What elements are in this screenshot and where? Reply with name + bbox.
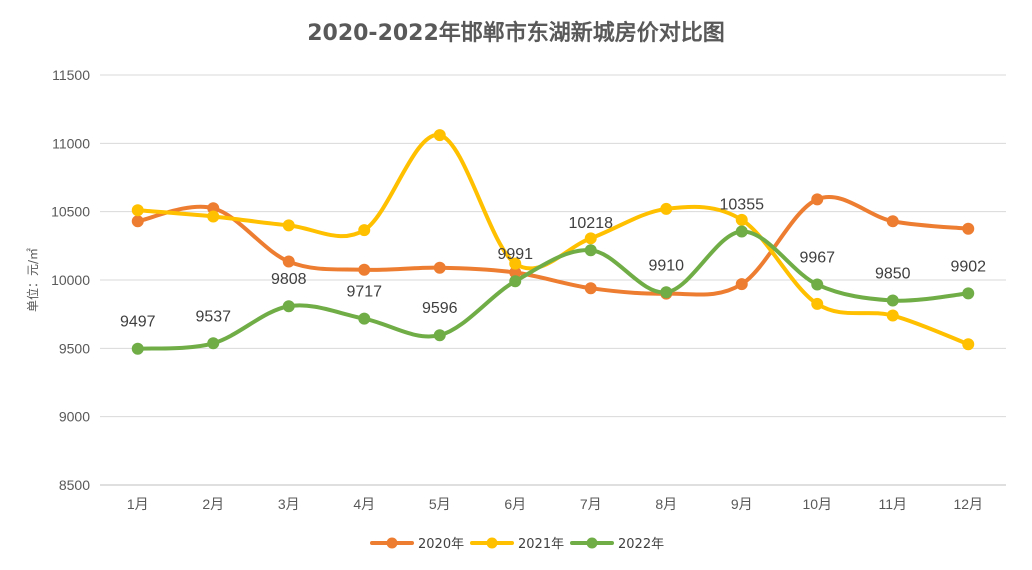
data-point[interactable]	[282, 255, 295, 268]
x-tick-label: 11月	[878, 496, 907, 512]
x-tick-label: 9月	[731, 496, 753, 512]
data-point[interactable]	[735, 225, 748, 238]
legend-label: 2021年	[518, 537, 564, 552]
y-axis-label: 单位：元/㎡	[25, 248, 40, 312]
data-point[interactable]	[433, 329, 446, 342]
data-label: 9497	[120, 314, 156, 331]
series-line	[135, 229, 971, 351]
data-point[interactable]	[886, 309, 899, 322]
gridlines	[100, 74, 1006, 486]
data-point[interactable]	[131, 342, 144, 355]
legend-label: 2020年	[418, 537, 464, 552]
y-tick-label: 10000	[51, 272, 90, 288]
data-point[interactable]	[735, 213, 748, 226]
data-label: 9808	[271, 271, 307, 288]
chart-title: 2020-2022年邯郸市东湖新城房价对比图	[307, 20, 725, 46]
data-point[interactable]	[358, 263, 371, 276]
data-point[interactable]	[282, 219, 295, 232]
data-point[interactable]	[509, 275, 522, 288]
data-point[interactable]	[886, 294, 899, 307]
data-point[interactable]	[886, 215, 899, 228]
data-point[interactable]	[282, 300, 295, 313]
data-label: 9596	[422, 300, 458, 317]
data-label: 9910	[648, 257, 684, 274]
series-line	[135, 133, 971, 347]
x-tick-label: 7月	[580, 496, 602, 512]
x-tick-label: 3月	[278, 496, 300, 512]
series-points	[131, 129, 975, 355]
y-tick-label: 11500	[52, 67, 90, 83]
legend[interactable]: 2020年 2021年 2022年	[370, 537, 664, 552]
y-tick-label: 8500	[59, 477, 90, 493]
data-point[interactable]	[811, 297, 824, 310]
series-lines	[135, 133, 971, 351]
x-tick-label: 10月	[802, 496, 832, 512]
x-tick-label: 2月	[202, 496, 224, 512]
y-tick-label: 11000	[52, 135, 90, 151]
data-label: 9717	[346, 284, 382, 301]
y-tick-label: 9500	[59, 340, 90, 356]
x-tick-label: 8月	[655, 496, 677, 512]
data-point[interactable]	[509, 257, 522, 270]
x-tick-label: 4月	[353, 496, 375, 512]
data-label: 9850	[875, 266, 911, 283]
legend-item[interactable]: 2020年	[370, 537, 464, 552]
legend-item[interactable]: 2022年	[570, 537, 664, 552]
data-point[interactable]	[131, 204, 144, 217]
x-axis-ticks: 1月 2月 3月 4月 5月 6月 7月 8月 9月 10月 11月 12月	[127, 496, 983, 512]
data-point[interactable]	[660, 202, 673, 215]
x-tick-label: 6月	[504, 496, 526, 512]
legend-item[interactable]: 2021年	[470, 537, 564, 552]
data-point[interactable]	[207, 337, 220, 350]
data-label: 9537	[195, 308, 231, 325]
data-point[interactable]	[962, 222, 975, 235]
data-point[interactable]	[735, 278, 748, 291]
y-axis-ticks: 8500 9000 9500 10000 10500 11000 11500	[51, 67, 90, 493]
series-line	[135, 195, 971, 297]
data-point[interactable]	[584, 282, 597, 295]
x-tick-label: 12月	[953, 496, 983, 512]
data-label: 10355	[720, 196, 765, 213]
x-tick-label: 5月	[429, 496, 451, 512]
legend-swatch-marker	[486, 537, 498, 549]
data-label: 9991	[497, 246, 533, 263]
y-tick-label: 9000	[59, 409, 90, 425]
legend-swatch-marker	[386, 537, 398, 549]
data-label: 10218	[569, 215, 614, 232]
data-point[interactable]	[811, 278, 824, 291]
data-point[interactable]	[358, 224, 371, 237]
data-point[interactable]	[131, 215, 144, 228]
x-tick-label: 1月	[127, 496, 149, 512]
data-point[interactable]	[433, 261, 446, 274]
data-point[interactable]	[962, 287, 975, 300]
data-point[interactable]	[660, 286, 673, 299]
legend-swatch-marker	[586, 537, 598, 549]
data-point[interactable]	[962, 338, 975, 351]
data-point[interactable]	[433, 129, 446, 142]
y-tick-label: 10500	[51, 204, 90, 220]
data-label: 9967	[799, 250, 835, 267]
legend-label: 2022年	[618, 537, 664, 552]
data-point[interactable]	[584, 232, 597, 245]
data-point[interactable]	[207, 210, 220, 223]
data-labels: 9497 9537 9808 9717 9596 9991 10218 9910 10355 99…	[120, 196, 986, 330]
data-point[interactable]	[584, 244, 597, 257]
data-point[interactable]	[811, 193, 824, 206]
data-label: 9902	[950, 258, 986, 275]
data-point[interactable]	[358, 312, 371, 325]
